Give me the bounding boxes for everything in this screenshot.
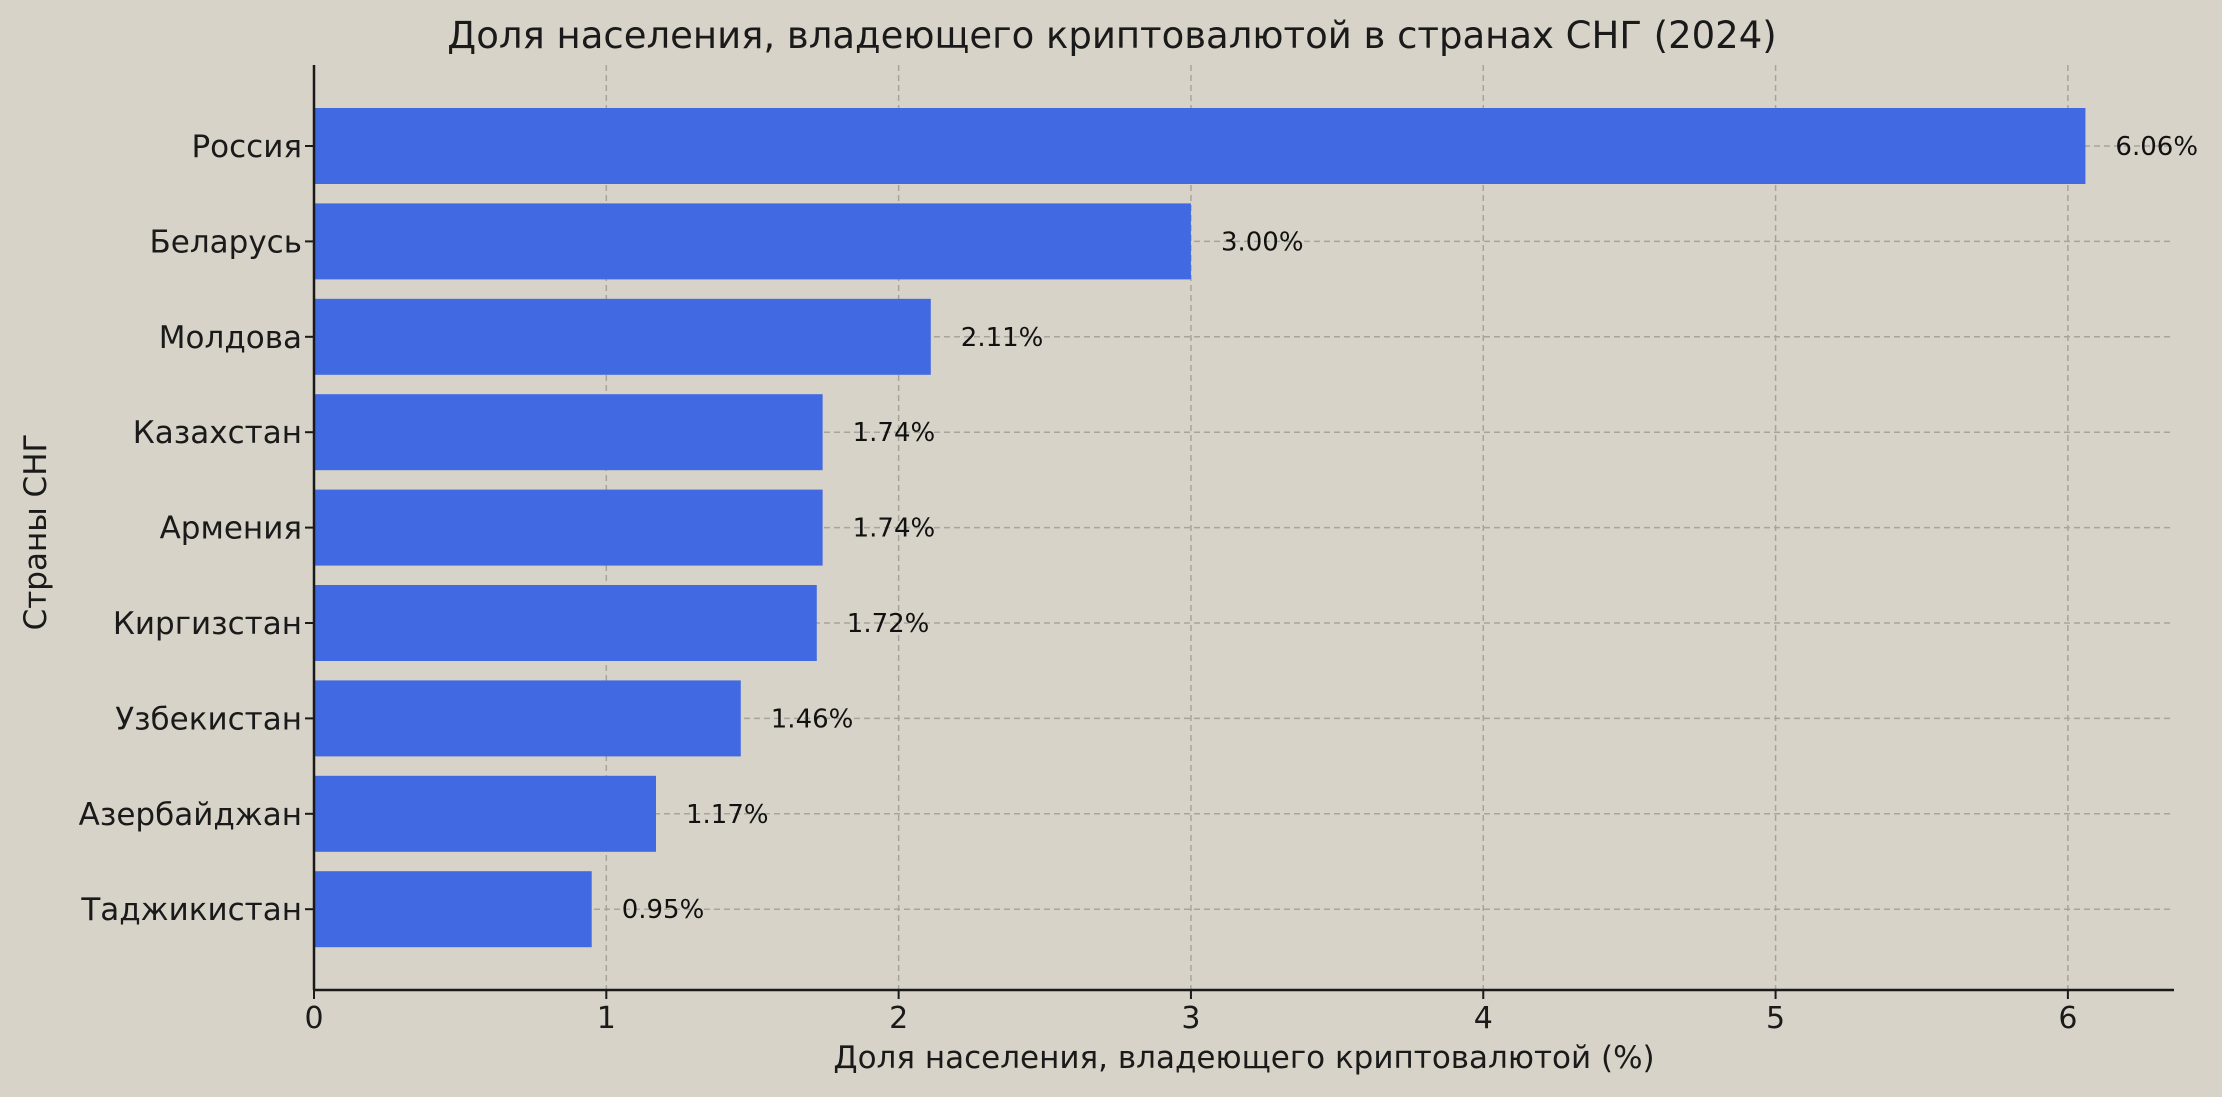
category-label: Армения [160,511,302,547]
value-label: 2.11% [961,323,1044,353]
bar-2 [314,203,1191,280]
bar-9 [314,871,592,948]
x-tick-label: 5 [1766,1001,1785,1036]
category-label: Азербайджан [79,797,302,833]
category-label: Беларусь [150,224,303,260]
x-tick-label: 1 [597,1001,616,1036]
value-label: 1.74% [853,514,936,544]
labels-layer: 0 1 2 3 4 5 6 Россия 6.06% Беларусь 3.00% Молдова 2.… [79,129,2198,1036]
value-label: 1.46% [771,704,854,734]
value-label: 3.00% [1221,227,1304,257]
category-label: Таджикистан [80,892,302,928]
category-label: Киргизстан [113,606,302,642]
x-tick-label: 0 [304,1001,323,1036]
value-label: 6.06% [2115,132,2198,162]
bars-layer [314,108,2086,948]
bar-1 [314,108,2086,184]
x-axis-label: Доля населения, владеющего криптовалютой… [833,1040,1654,1076]
value-label: 1.17% [686,800,769,830]
x-tick-label: 4 [1474,1001,1493,1036]
category-label: Казахстан [133,415,302,451]
value-label: 1.72% [847,609,930,639]
bar-6 [314,585,817,661]
x-tick-label: 3 [1181,1001,1200,1036]
x-tick-label: 6 [2058,1001,2077,1036]
category-label: Узбекистан [115,701,302,737]
category-label: Молдова [159,320,302,356]
bar-4 [314,394,823,471]
value-label: 0.95% [622,895,705,925]
bar-5 [314,489,823,566]
bar-3 [314,298,931,375]
category-label: Россия [191,129,302,165]
value-label: 1.74% [853,418,936,448]
x-tick-label: 2 [889,1001,908,1036]
bar-8 [314,775,657,852]
chart-title: Доля населения, владеющего криптовалютой… [447,14,1776,57]
bar-7 [314,680,741,757]
y-axis-label: Страны СНГ [18,434,54,631]
